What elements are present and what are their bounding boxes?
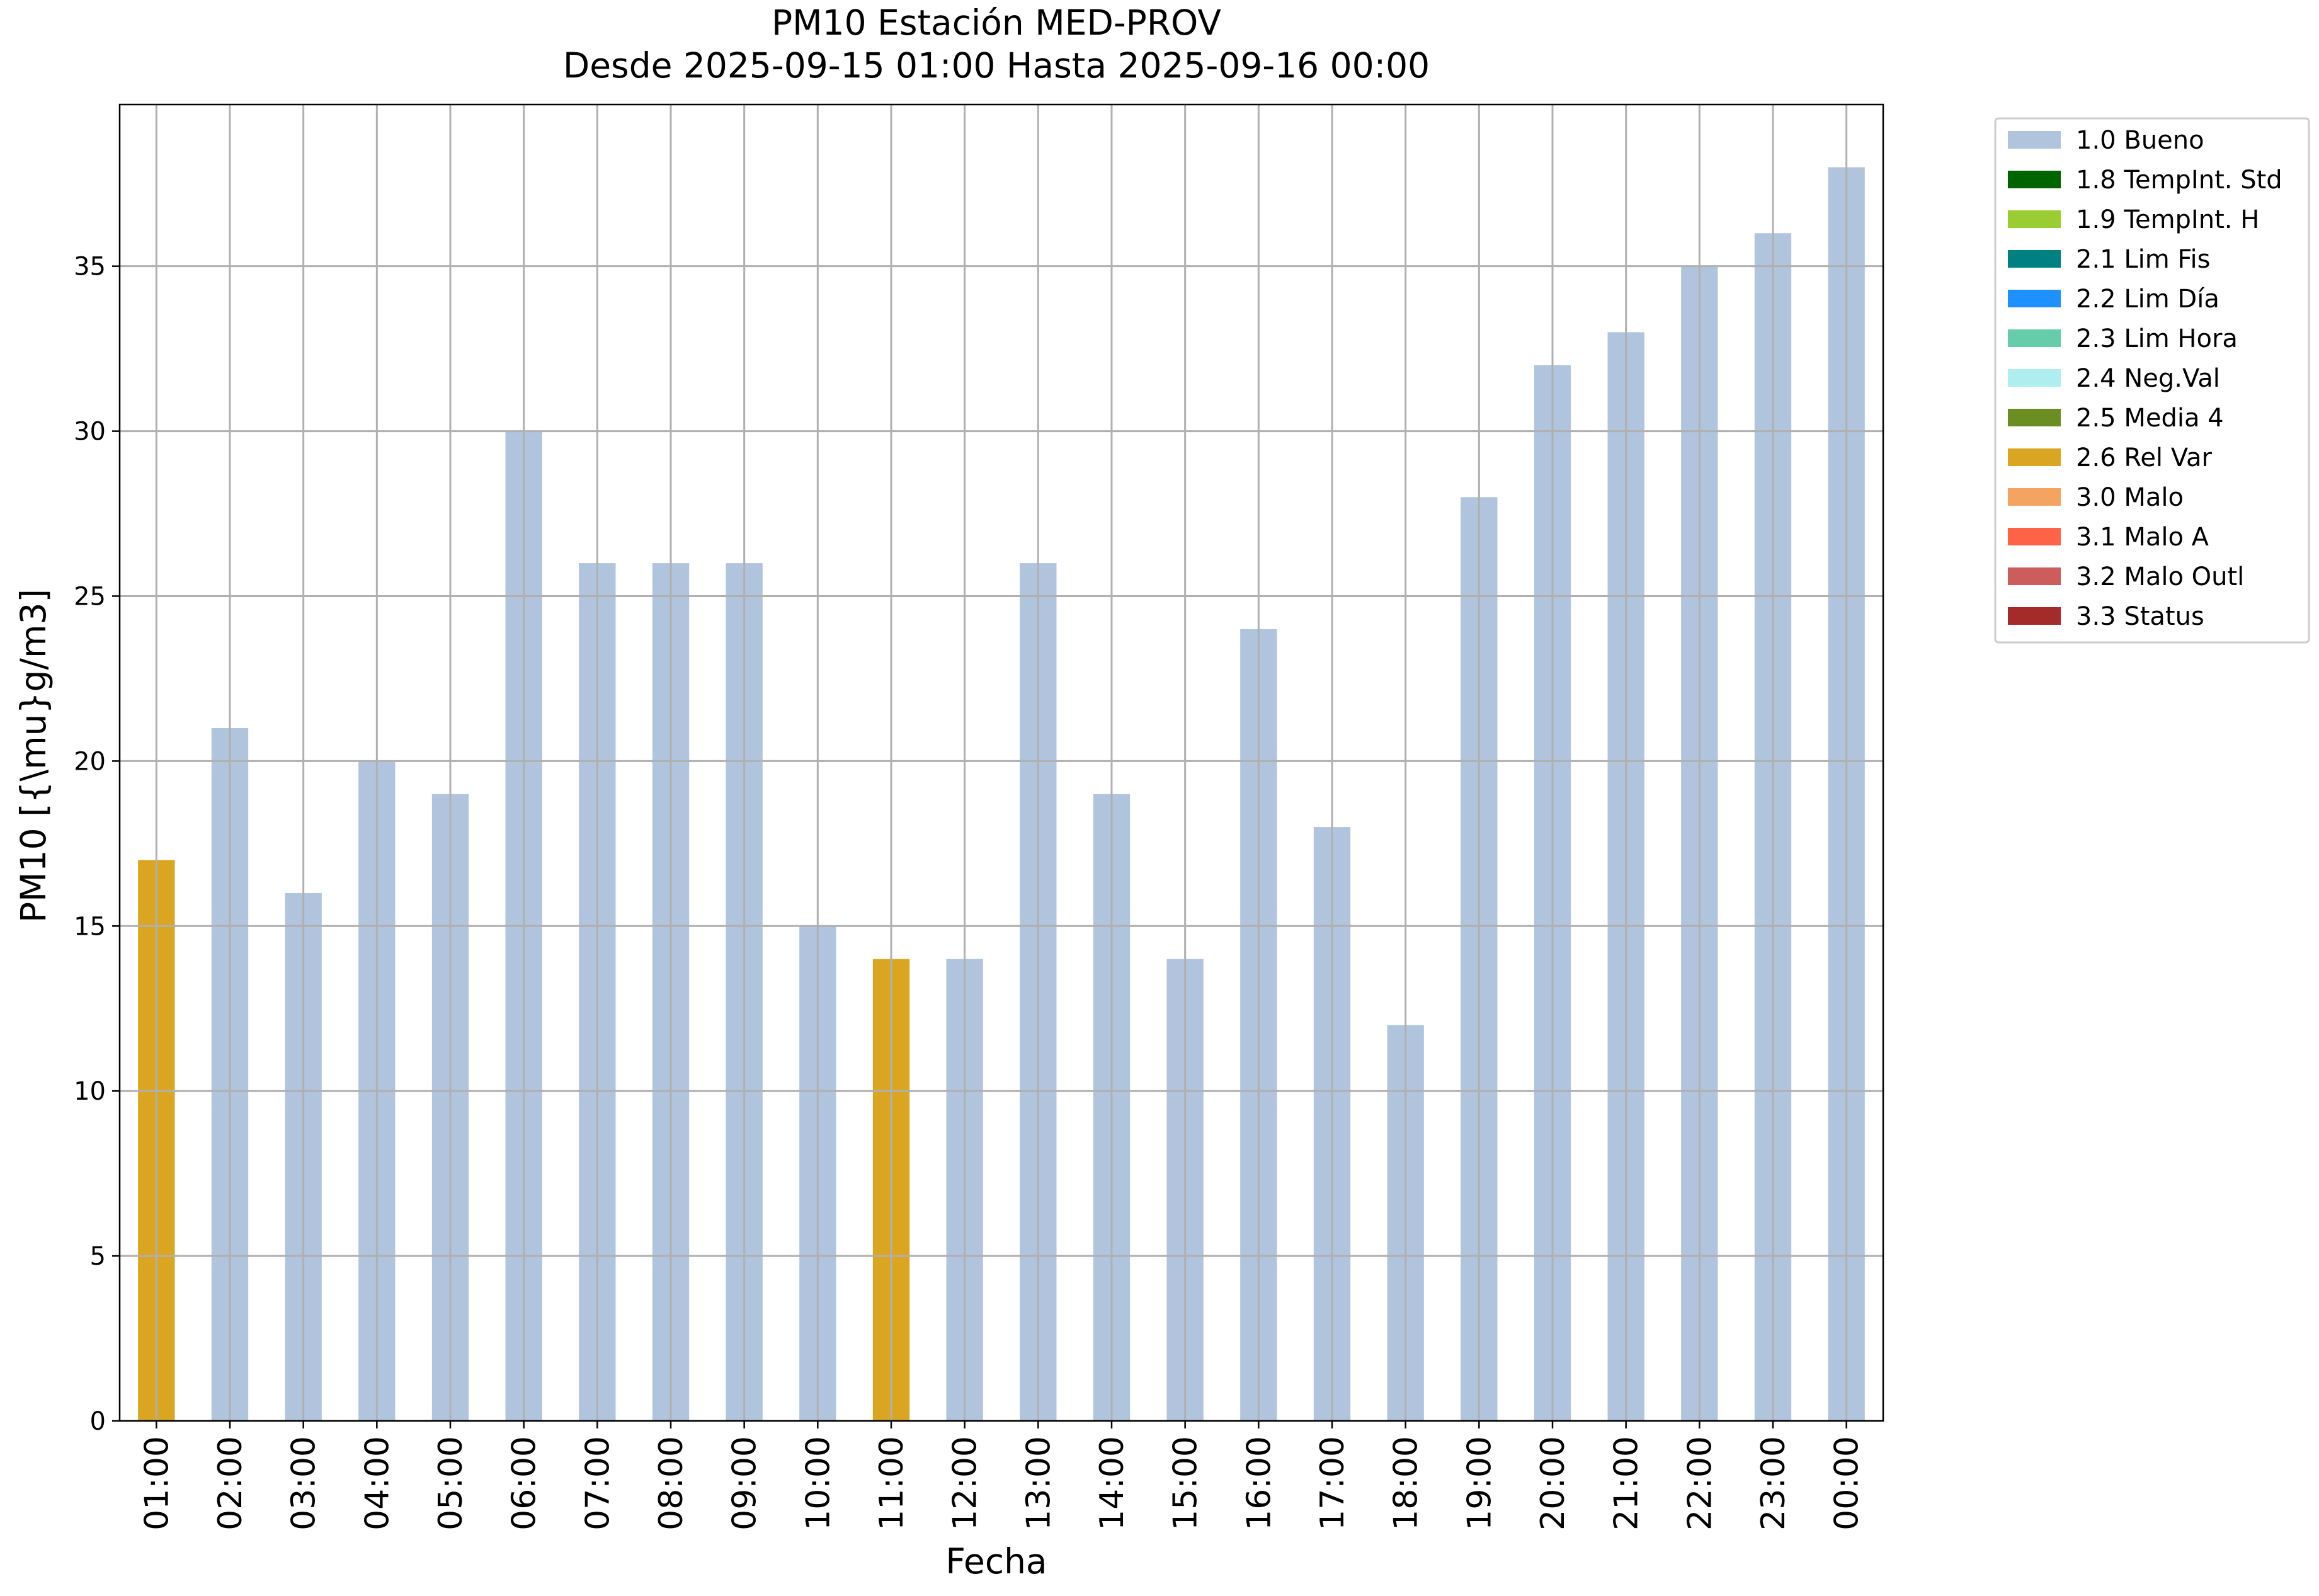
y-axis-ticks: 0 5 10 15 20 25 30 35 — [74, 253, 120, 1436]
x-tick-label: 11:00 — [873, 1436, 911, 1530]
legend-label: 1.9 TempInt. H — [2076, 205, 2259, 234]
legend-label: 2.3 Lim Hora — [2076, 324, 2238, 353]
legend-swatch — [2008, 210, 2061, 228]
legend-swatch — [2008, 250, 2061, 268]
legend-label: 2.4 Neg.Val — [2076, 364, 2220, 393]
legend-label: 1.8 TempInt. Std — [2076, 166, 2282, 195]
legend: 1.0 Bueno 1.8 TempInt. Std 1.9 TempInt. H 2… — [1994, 117, 2310, 644]
y-tick-label: 25 — [74, 582, 106, 611]
x-tick-label: 20:00 — [1534, 1436, 1572, 1530]
x-tick-label: 06:00 — [506, 1436, 544, 1530]
y-tick-label: 0 — [90, 1407, 106, 1436]
legend-swatch — [2008, 567, 2061, 585]
legend-swatch — [2008, 290, 2061, 307]
y-tick-label: 15 — [74, 912, 106, 941]
legend-items: 1.0 Bueno 1.8 TempInt. Std 1.9 TempInt. H 2… — [2008, 126, 2282, 631]
legend-swatch — [2008, 329, 2061, 347]
chart-subtitle: Desde 2025-09-15 01:00 Hasta 2025-09-16 … — [563, 45, 1430, 86]
y-tick-label: 20 — [74, 747, 106, 776]
x-tick-label: 21:00 — [1608, 1436, 1646, 1530]
x-tick-label: 00:00 — [1828, 1436, 1866, 1530]
x-tick-label: 07:00 — [579, 1436, 617, 1530]
legend-label: 3.1 Malo A — [2076, 523, 2209, 552]
legend-swatch — [2008, 448, 2061, 466]
legend-label: 3.3 Status — [2076, 602, 2204, 631]
x-tick-label: 23:00 — [1755, 1436, 1792, 1530]
x-tick-label: 04:00 — [358, 1436, 396, 1530]
x-axis-ticks: 01:00 02:00 03:00 04:00 05:00 06:00 07:00 08:00… — [138, 1421, 1866, 1530]
plot-frame — [118, 103, 1884, 1422]
y-tick-label: 10 — [74, 1077, 106, 1106]
x-axis-label: Fecha — [945, 1541, 1047, 1582]
legend-label: 2.6 Rel Var — [2076, 443, 2213, 472]
x-tick-label: 12:00 — [947, 1436, 984, 1530]
legend-frame — [1994, 117, 2310, 644]
x-tick-label: 09:00 — [726, 1436, 764, 1530]
legend-label: 2.5 Media 4 — [2076, 404, 2224, 433]
legend-label: 3.2 Malo Outl — [2076, 562, 2244, 591]
x-tick-label: 19:00 — [1461, 1436, 1498, 1530]
x-tick-label: 01:00 — [138, 1436, 176, 1530]
x-tick-label: 16:00 — [1240, 1436, 1278, 1530]
y-tick-label: 35 — [74, 253, 106, 282]
legend-swatch — [2008, 131, 2061, 149]
x-tick-label: 17:00 — [1314, 1436, 1352, 1530]
legend-swatch — [2008, 409, 2061, 426]
x-tick-label: 02:00 — [212, 1436, 249, 1530]
legend-swatch — [2008, 488, 2061, 506]
legend-swatch — [2008, 369, 2061, 387]
y-tick-label: 30 — [74, 418, 106, 447]
legend-swatch — [2008, 607, 2061, 625]
legend-swatch — [2008, 171, 2061, 188]
legend-label: 3.0 Malo — [2076, 483, 2184, 512]
x-tick-label: 18:00 — [1387, 1436, 1425, 1530]
chart-title: PM10 Estación MED-PROV — [772, 3, 1221, 43]
y-axis-label: PM10 [{\mu}g/m3] — [13, 589, 54, 923]
y-tick-label: 5 — [90, 1242, 106, 1271]
legend-label: 2.2 Lim Día — [2076, 285, 2219, 314]
x-tick-label: 14:00 — [1093, 1436, 1131, 1530]
x-tick-label: 13:00 — [1020, 1436, 1057, 1530]
x-tick-label: 03:00 — [285, 1436, 323, 1530]
x-tick-label: 15:00 — [1167, 1436, 1205, 1530]
x-gridlines — [155, 105, 1848, 1421]
x-tick-label: 08:00 — [652, 1436, 690, 1530]
x-tick-label: 05:00 — [432, 1436, 470, 1530]
legend-swatch — [2008, 528, 2061, 545]
x-tick-label: 10:00 — [799, 1436, 837, 1530]
legend-label: 2.1 Lim Fis — [2076, 245, 2210, 274]
x-tick-label: 22:00 — [1681, 1436, 1719, 1530]
legend-label: 1.0 Bueno — [2076, 126, 2204, 155]
